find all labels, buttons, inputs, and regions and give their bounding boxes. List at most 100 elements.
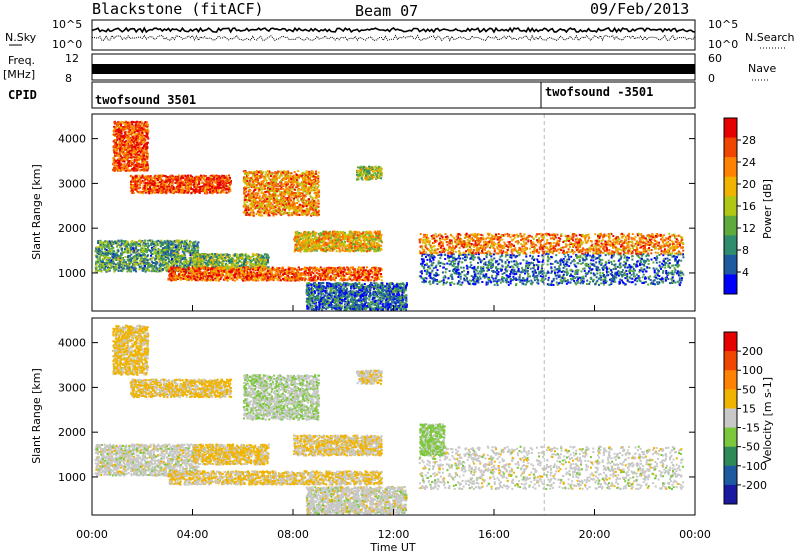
power-pixel [362, 292, 365, 295]
power-pixel [261, 274, 264, 276]
power-pixel [359, 300, 362, 303]
power-pixel [267, 276, 270, 279]
power-pixel [200, 277, 203, 279]
power-pixel [252, 266, 255, 269]
power-pixel [367, 285, 370, 287]
power-pixel [116, 254, 119, 257]
power-pixel [193, 259, 196, 262]
power-pixel [138, 265, 141, 268]
power-pixel [209, 263, 212, 266]
power-pixel [253, 267, 256, 270]
power-pixel [100, 241, 103, 244]
power-pixel [180, 276, 183, 279]
power-pixel [154, 257, 157, 260]
power-pixel [333, 307, 336, 310]
power-pixel [97, 269, 100, 272]
power-pixel [278, 277, 281, 280]
power-pixel [128, 251, 131, 254]
power-pixel [249, 272, 252, 275]
power-pixel [97, 250, 100, 253]
power-pixel [305, 292, 308, 295]
power-pixel [125, 246, 128, 248]
power-pixel [273, 268, 275, 271]
power-pixel [144, 243, 147, 246]
power-pixel [270, 278, 273, 281]
power-pixel [271, 267, 274, 270]
power-pixel [143, 263, 146, 266]
power-pixel [244, 253, 247, 255]
power-pixel [276, 267, 278, 269]
power-pixel [142, 247, 145, 250]
power-pixel [134, 269, 137, 271]
power-pixel [178, 239, 181, 242]
power-pixel [237, 261, 240, 264]
power-pixel [209, 272, 212, 275]
power-pixel [256, 259, 259, 262]
power-pixel [255, 279, 258, 282]
power-pixel [295, 269, 298, 272]
power-pixel [261, 263, 264, 265]
power-pixel [204, 261, 207, 264]
power-pixel [293, 268, 296, 270]
power-pixel [180, 270, 182, 273]
power-pixel [343, 270, 346, 273]
power-pixel [384, 302, 387, 305]
power-pixel [152, 243, 155, 245]
power-pixel [278, 270, 281, 272]
power-pixel [148, 258, 151, 261]
power-pixel [119, 244, 122, 247]
power-pixel [370, 268, 373, 271]
power-pixel [222, 274, 225, 277]
power-pixel [187, 244, 190, 247]
power-pixel [322, 281, 325, 284]
power-pixel [184, 277, 187, 280]
power-pixel [181, 254, 183, 257]
power-pixel [111, 261, 114, 264]
power-pixel [162, 250, 164, 253]
power-pixel [100, 261, 103, 264]
power-pixel [401, 291, 404, 294]
power-pixel [220, 256, 223, 259]
power-pixel [342, 273, 345, 276]
power-pixel [233, 260, 236, 263]
power-pixel [137, 263, 140, 266]
power-pixel [102, 244, 105, 247]
power-pixel [167, 254, 170, 257]
power-pixel [367, 271, 370, 274]
power-pixel [184, 247, 187, 250]
power-pixel [232, 254, 235, 257]
power-pixel [220, 272, 223, 275]
power-pixel [327, 276, 330, 279]
power-pixel [265, 255, 268, 258]
power-pixel [218, 267, 221, 270]
power-pixel [357, 279, 360, 282]
power-pixel [214, 259, 217, 262]
power-pixel [151, 264, 154, 267]
power-pixel [251, 263, 254, 266]
power-pixel [287, 274, 289, 277]
power-pixel [198, 268, 201, 271]
power-pixel [361, 295, 364, 298]
power-pixel [104, 267, 107, 270]
power-pixel [109, 260, 112, 263]
power-pixel [307, 284, 310, 287]
power-pixel [140, 258, 143, 261]
power-pixel [175, 263, 178, 266]
power-pixel [153, 261, 156, 264]
power-pixel [312, 277, 315, 280]
power-pixel [220, 257, 223, 260]
power-pixel [228, 273, 231, 276]
power-pixel [107, 245, 110, 248]
power-pixel [141, 240, 144, 243]
power-pixel [117, 254, 120, 257]
power-pixel [168, 260, 171, 263]
power-pixel [150, 244, 153, 246]
power-pixel [177, 253, 180, 256]
power-pixel [163, 258, 166, 261]
power-pixel [326, 276, 329, 279]
power-pixel [333, 295, 336, 298]
power-pixel [189, 254, 192, 257]
power-pixel [125, 244, 128, 247]
power-pixel [178, 264, 181, 267]
power-pixel [210, 272, 213, 275]
